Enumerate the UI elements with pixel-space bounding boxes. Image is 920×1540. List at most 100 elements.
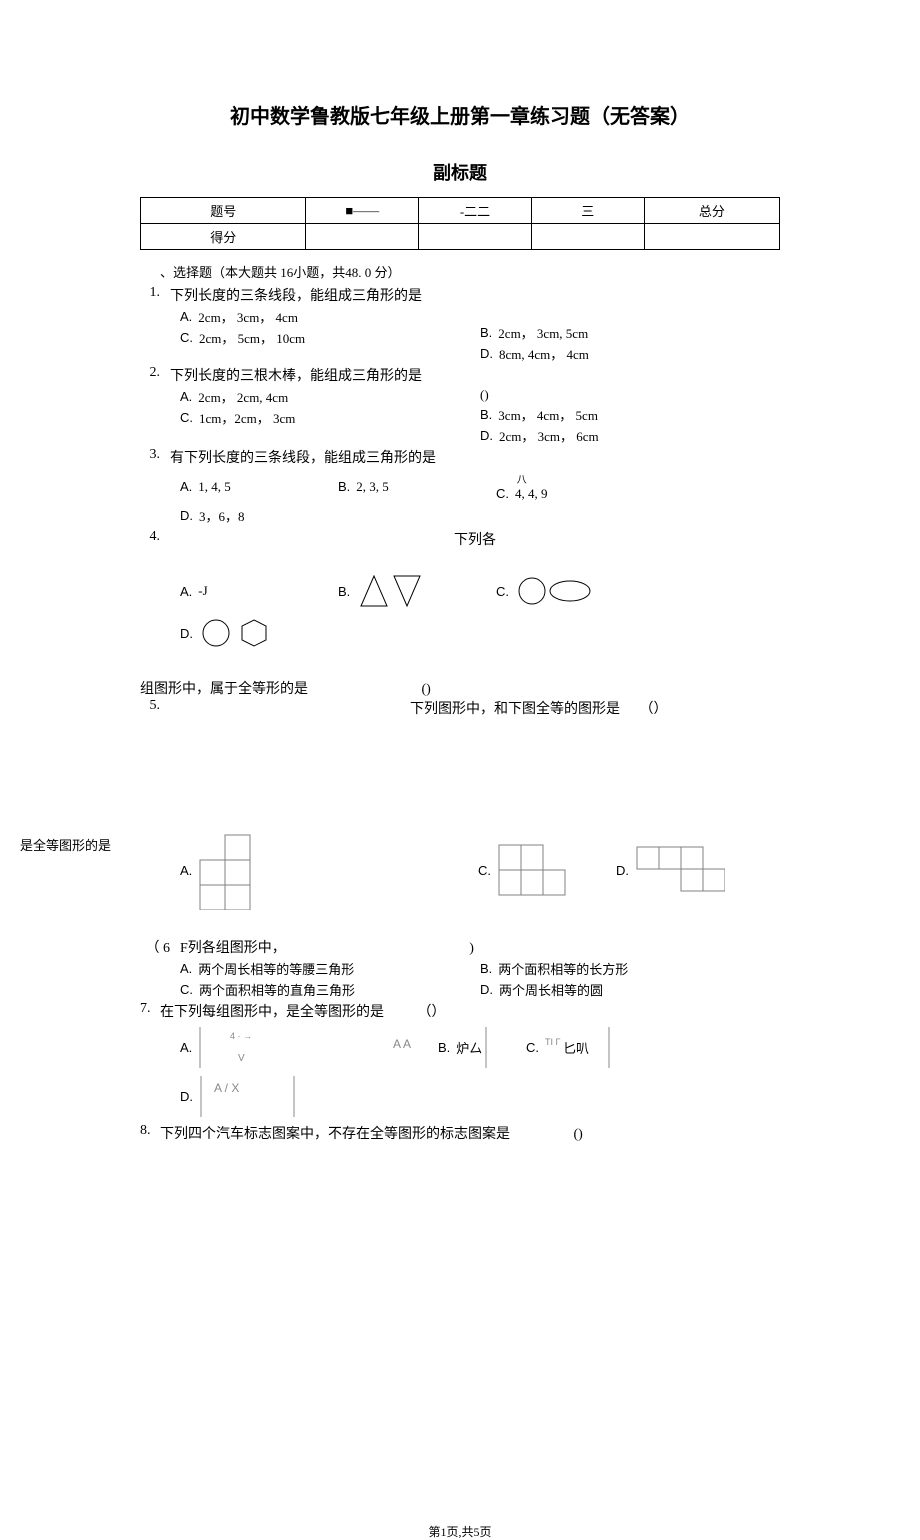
q7-num: 7. (140, 1001, 160, 1017)
q6-D: 两个周长相等的圆 (499, 980, 603, 999)
q6-B-label: B. (480, 961, 492, 976)
row2-c1 (306, 224, 419, 250)
row2-label: 得分 (141, 224, 306, 250)
q6-D-label: D. (480, 982, 493, 997)
q8-text: 下列四个汽车标志图案中，不存在全等图形的标志图案是 (160, 1127, 510, 1142)
q6-paren: ) (469, 941, 474, 956)
q3-D: 3，6，8 (199, 506, 245, 525)
q1-A: 2cm， 3cm， 4cm (198, 307, 298, 326)
th-0: 题号 (141, 198, 306, 224)
q2-D: 2cm， 3cm， 6cm (499, 426, 599, 445)
marginal-text: 是全等图形的是 (20, 835, 111, 854)
q2-B: 3cm， 4cm， 5cm (498, 405, 598, 424)
q7-D-img-icon: A / X (199, 1074, 299, 1119)
q1-D: 8cm, 4cm， 4cm (499, 344, 589, 363)
q3-num: 3. (140, 447, 170, 463)
q5-D-label: D. (616, 863, 629, 878)
q4-C-shapes-icon (515, 573, 595, 609)
q1-B-label: B. (480, 325, 492, 340)
q3-A: 1, 4, 5 (198, 479, 231, 495)
q7-A-img-icon: 4 · → V (198, 1025, 288, 1070)
question-5: 5. 下列图形中，和下图全等的图形是 （） (140, 698, 780, 718)
svg-text:4 · →: 4 · → (230, 1031, 252, 1041)
q4-paren: () (422, 682, 431, 697)
subtitle: 副标题 (140, 159, 780, 185)
q2-C-label: C. (180, 410, 193, 425)
q2-A-label: A. (180, 389, 192, 404)
q2-B-label: B. (480, 407, 492, 422)
question-3: 3. 有下列长度的三条线段，能组成三角形的是 (140, 447, 780, 467)
q4-A: -J (198, 583, 207, 599)
q7-D-label: D. (180, 1089, 193, 1104)
q2-paren: () (480, 387, 772, 403)
row2-c3 (531, 224, 644, 250)
q2-A: 2cm， 2cm, 4cm (198, 387, 288, 406)
q4-num: 4. (140, 529, 170, 545)
q3-A-label: A. (180, 479, 192, 494)
q3-paren: 八 (496, 471, 548, 486)
q7-B-label: B. (438, 1040, 450, 1055)
svg-text:A / X: A / X (214, 1081, 239, 1095)
page-footer: 第1页,共5页 (20, 1523, 900, 1540)
section-1-header: 、选择题（本大题共 16小题，共48. 0 分） (160, 262, 780, 281)
q1-num: 1. (140, 285, 170, 301)
q4-text: 下列各 (454, 533, 496, 548)
q4-A-label: A. (180, 584, 192, 599)
row2-c2 (419, 224, 532, 250)
q4-B-label: B. (338, 584, 350, 599)
q4-B-shapes-icon (356, 571, 426, 611)
q4-C-label: C. (496, 584, 509, 599)
q7-C-border-icon (589, 1025, 614, 1070)
q5-A-label: A. (180, 863, 192, 878)
q5-C-label: C. (478, 863, 491, 878)
q3-text: 有下列长度的三条线段，能组成三角形的是 (170, 451, 436, 466)
q7-C-label: C. (526, 1040, 539, 1055)
q5-num: 5. (140, 698, 170, 714)
q7-B-border-icon (482, 1025, 490, 1070)
svg-text:V: V (238, 1053, 245, 1064)
th-1: ■—— (306, 198, 419, 224)
q3-B-label: B. (338, 479, 350, 494)
q6-B: 两个面积相等的长方形 (498, 959, 628, 978)
question-2: 2. 下列长度的三根木棒，能组成三角形的是 (140, 365, 780, 385)
q1-B: 2cm， 3cm, 5cm (498, 323, 588, 342)
q6-C: 两个面积相等的直角三角形 (199, 980, 355, 999)
q5-text: 下列图形中，和下图全等的图形是 (410, 702, 620, 717)
q3-C: 4, 4, 9 (515, 486, 548, 501)
q3-C-label: C. (496, 486, 509, 501)
q1-A-label: A. (180, 309, 192, 324)
q7-text: 在下列每组图形中，是全等图形的是 (160, 1005, 384, 1020)
q1-C-label: C. (180, 330, 193, 345)
q5-C-shape-icon (497, 843, 572, 898)
question-7: 7. 在下列每组图形中，是全等图形的是 （） (140, 1001, 780, 1021)
q7-paren: （） (418, 1005, 446, 1020)
q7-A-label: A. (180, 1040, 192, 1055)
svg-text:A A: A A (393, 1037, 411, 1051)
q3-B: 2, 3, 5 (356, 479, 389, 495)
th-2: -二二 (419, 198, 532, 224)
question-8: 8. 下列四个汽车标志图案中，不存在全等图形的标志图案是 () (140, 1123, 780, 1143)
q5-A-shape-icon (198, 830, 263, 910)
q1-C: 2cm， 5cm， 10cm (199, 328, 305, 347)
q7-B: 炉厶 (456, 1038, 482, 1057)
q1-D-label: D. (480, 346, 493, 361)
q2-text: 下列长度的三根木棒，能组成三角形的是 (170, 369, 422, 384)
q4-D-label: D. (180, 626, 193, 641)
svg-text:TI Γ: TI Γ (545, 1037, 560, 1047)
q2-C: 1cm，2cm， 3cm (199, 408, 295, 427)
th-4: 总分 (644, 198, 779, 224)
question-6: （ 6 F列各组图形中， ) (140, 937, 780, 957)
q8-paren: () (574, 1127, 583, 1142)
q7-B-pre-icon: A A (388, 1033, 438, 1063)
q4-text2: 组图形中，属于全等形的是 (140, 682, 308, 697)
q6-A: 两个周长相等的等腰三角形 (198, 959, 354, 978)
row2-c4 (644, 224, 779, 250)
q2-D-label: D. (480, 428, 493, 443)
q7-C-pre-icon: TI Γ (545, 1033, 563, 1063)
q8-num: 8. (140, 1123, 160, 1139)
q4-D-shapes-icon (199, 615, 279, 651)
q3-D-label: D. (180, 508, 193, 523)
q6-C-label: C. (180, 982, 193, 997)
q2-num: 2. (140, 365, 170, 381)
q6-num: （ 6 (140, 937, 180, 957)
